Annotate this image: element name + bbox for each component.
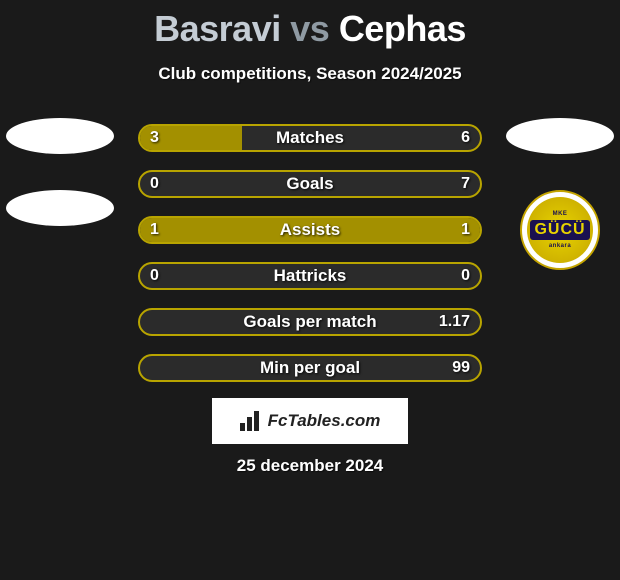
title-player2: Cephas: [339, 8, 466, 49]
stat-label: Goals per match: [140, 312, 480, 332]
stat-label: Min per goal: [140, 358, 480, 378]
subtitle: Club competitions, Season 2024/2025: [0, 64, 620, 84]
bar-chart-icon: [240, 411, 262, 431]
page-title: Basravi vs Cephas: [0, 0, 620, 50]
title-player1: Basravi: [154, 8, 281, 49]
club-logo-inner: MKE GÜCÜ ankara: [527, 197, 593, 263]
brand-text: FcTables.com: [268, 411, 381, 431]
player2-badge-placeholder: [506, 118, 614, 154]
stat-label: Matches: [140, 128, 480, 148]
date-label: 25 december 2024: [0, 456, 620, 476]
player1-badge-placeholder-1: [6, 118, 114, 154]
stat-row: 0Hattricks0: [138, 262, 482, 290]
stat-value-right: 99: [452, 359, 470, 377]
stat-row: 1Assists1: [138, 216, 482, 244]
club-logo-mid: GÜCÜ: [530, 220, 589, 240]
player1-badge-placeholder-2: [6, 190, 114, 226]
stat-value-right: 1: [461, 221, 470, 239]
left-badges: [6, 118, 114, 226]
stat-label: Assists: [140, 220, 480, 240]
brand-box[interactable]: FcTables.com: [212, 398, 408, 444]
title-vs: vs: [290, 8, 329, 49]
club-logo-top: MKE: [553, 211, 568, 217]
stat-label: Hattricks: [140, 266, 480, 286]
right-badges: MKE GÜCÜ ankara: [506, 118, 614, 270]
club-logo: MKE GÜCÜ ankara: [520, 190, 600, 270]
stat-value-right: 6: [461, 129, 470, 147]
stat-row: Min per goal99: [138, 354, 482, 382]
club-logo-bottom: ankara: [549, 243, 571, 249]
stat-value-right: 0: [461, 267, 470, 285]
stat-value-right: 7: [461, 175, 470, 193]
stat-row: 3Matches6: [138, 124, 482, 152]
stat-row: 0Goals7: [138, 170, 482, 198]
stat-label: Goals: [140, 174, 480, 194]
stat-value-right: 1.17: [439, 313, 470, 331]
stat-row: Goals per match1.17: [138, 308, 482, 336]
stats-bars: 3Matches60Goals71Assists10Hattricks0Goal…: [138, 124, 482, 382]
